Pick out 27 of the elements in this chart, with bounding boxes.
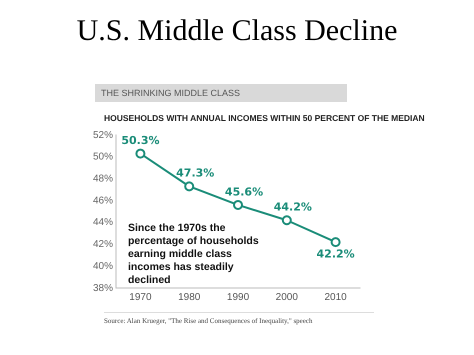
point: [233, 200, 244, 210]
data-label: 45.6%: [224, 185, 264, 198]
data-label: 42.2%: [316, 247, 355, 260]
chart-title: U.S. Middle Class Decline: [76, 14, 398, 48]
y-axis-title: HOUSEHOLDS WITH ANNUAL INCOMES WITHIN 50 PERCENT OF THE MEDIAN: [104, 113, 425, 123]
y-tick-label: 40%: [93, 260, 114, 272]
x-tick-label: 2010: [324, 292, 348, 303]
x-tick-label: 2000: [276, 292, 298, 303]
x-tick-label: 1970: [129, 292, 152, 303]
x-tick-label: 1990: [226, 292, 250, 303]
y-tick-label: 44%: [93, 217, 114, 228]
y-tick-label: 42%: [93, 239, 114, 250]
x-tick-label: 1980: [178, 292, 201, 303]
point: [330, 237, 341, 248]
y-tick-label: 50%: [93, 152, 114, 163]
y-tick-label: 46%: [93, 195, 114, 206]
annotation: Since the 1970s the percentage of households earning middle class incomes has steadily declined: [128, 222, 260, 287]
y-tick-label: 52%: [93, 130, 114, 141]
data-label: 50.3%: [121, 134, 160, 147]
chart-subtitle: THE SHRINKING MIDDLE CLASS: [95, 84, 347, 102]
data-label: 44.2%: [274, 200, 312, 214]
point: [282, 215, 292, 226]
y-tick-label: 48%: [93, 173, 114, 184]
data-label: 47.3%: [176, 166, 214, 180]
y-tick-label: 38%: [93, 282, 114, 294]
point: [184, 181, 194, 192]
point: [135, 148, 146, 159]
